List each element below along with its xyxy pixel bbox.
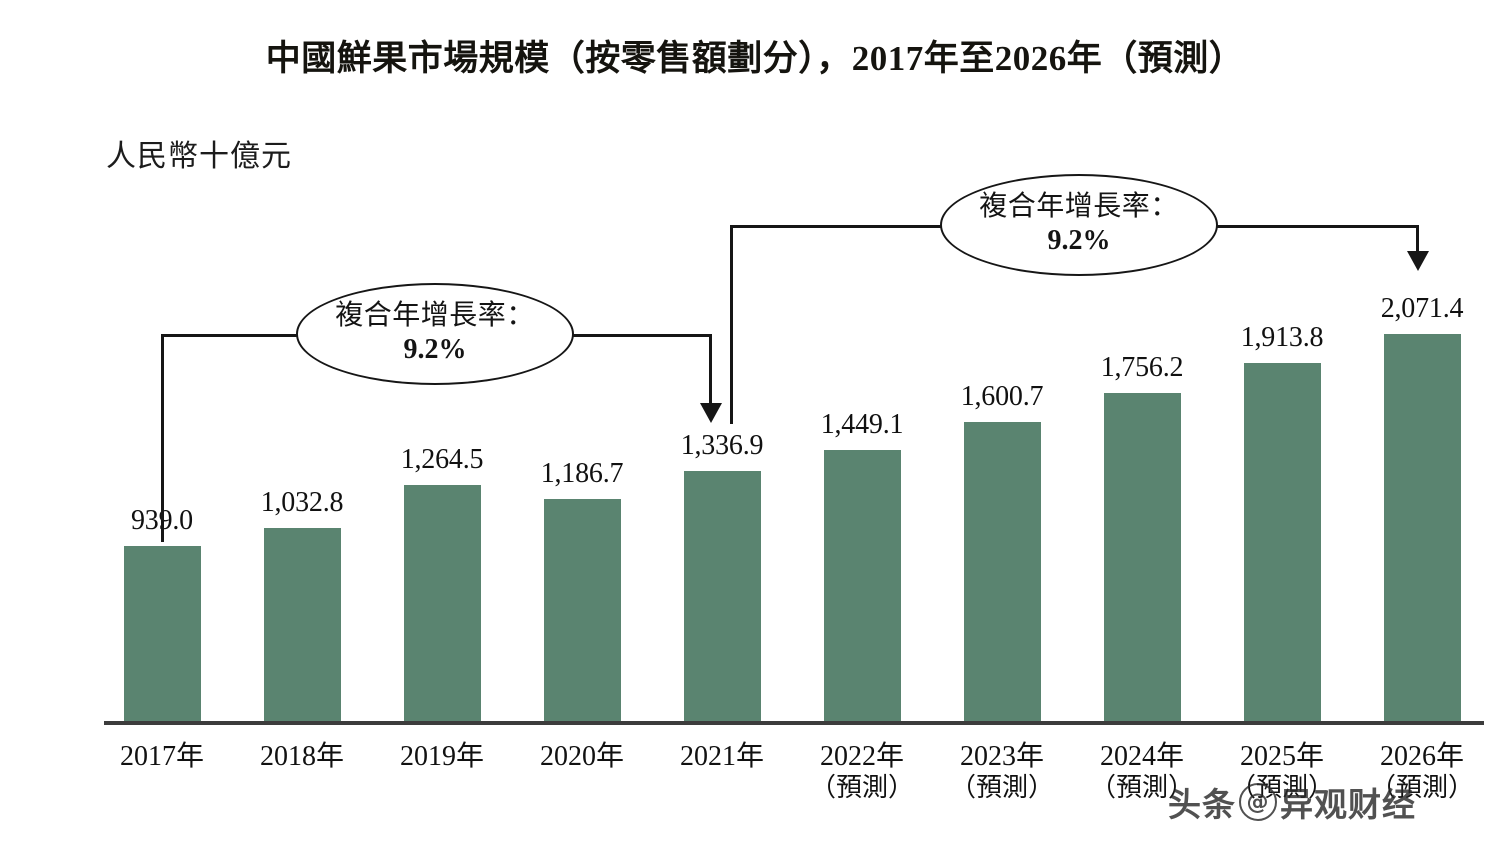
x-tick-label-text: 2021年 (679, 741, 764, 772)
cagr-annotation-2-value: 9.2% (1047, 224, 1111, 256)
x-tick-label-text: 2024年 (1099, 741, 1184, 772)
x-tick-forecast-text: （預測） (809, 773, 914, 803)
x-tick-2026: 2026年 （預測） (1352, 740, 1492, 804)
bar-value-label-2020: 1,186.7 (540, 458, 624, 489)
x-tick-2022: 2022年 （預測） (792, 740, 932, 804)
cagr-annotation-1-value: 9.2% (403, 333, 467, 365)
x-tick-forecast-text: （預測） (1089, 773, 1194, 803)
bar-value-label-2023: 1,600.7 (960, 381, 1044, 412)
x-tick-2017: 2017年 (92, 740, 232, 773)
bar-2018 (264, 528, 341, 721)
cagr-2-left-arm (730, 225, 945, 228)
bar-2022 (824, 450, 901, 721)
bar-value-label-2019: 1,264.5 (400, 444, 484, 475)
x-tick-forecast-text: （預測） (1369, 773, 1474, 803)
bar-2020 (544, 499, 621, 721)
x-axis-line (104, 721, 1484, 725)
cagr-2-right-stem (1416, 225, 1419, 255)
x-tick-2023: 2023年 （預測） (932, 740, 1072, 804)
watermark-suffix-text: 异观财经 (1280, 785, 1416, 824)
cagr-1-arrow-icon (700, 403, 722, 423)
cagr-2-arrow-icon (1407, 251, 1429, 271)
bar-2026 (1384, 334, 1461, 721)
x-tick-2024: 2024年 （預測） (1072, 740, 1212, 804)
cagr-annotation-1: 複合年增長率： 9.2% (296, 283, 574, 385)
watermark: 头条 @ 异观财经 (1168, 778, 1416, 826)
bar-2021 (684, 471, 761, 721)
bar-2017 (124, 546, 201, 721)
x-tick-label-text: 2020年 (539, 741, 624, 772)
at-sign-icon: @ (1239, 783, 1277, 821)
x-tick-label-text: 2022年 (819, 741, 904, 772)
cagr-annotation-2-label: 複合年增長率： (979, 191, 1179, 223)
x-tick-label-text: 2025年 (1239, 741, 1324, 772)
cagr-1-left-arm (161, 334, 301, 337)
x-tick-label-text: 2017年 (119, 741, 204, 772)
bar-2019 (404, 485, 481, 721)
bar-2025 (1244, 363, 1321, 721)
cagr-annotation-2: 複合年增長率： 9.2% (940, 174, 1218, 276)
x-tick-label-text: 2018年 (259, 741, 344, 772)
bar-value-label-2025: 1,913.8 (1240, 322, 1324, 353)
bar-2023 (964, 422, 1041, 721)
cagr-annotation-1-label: 複合年增長率： (335, 300, 535, 332)
bar-value-label-2022: 1,449.1 (820, 409, 904, 440)
page-title: 中國鮮果市場規模（按零售額劃分），2017年至2026年（預測） (265, 39, 1245, 78)
x-tick-2021: 2021年 (652, 740, 792, 773)
cagr-2-left-stem (730, 225, 733, 424)
bar-value-label-2026: 2,071.4 (1380, 293, 1464, 324)
bar-value-label-2018: 1,032.8 (260, 487, 344, 518)
bar-value-label-2021: 1,336.9 (680, 430, 764, 461)
cagr-1-right-stem (709, 334, 712, 407)
x-tick-forecast-text: （預測） (949, 773, 1054, 803)
x-tick-2020: 2020年 (512, 740, 652, 773)
x-tick-label-text: 2023年 (959, 741, 1044, 772)
x-tick-label-text: 2019年 (399, 741, 484, 772)
bar-value-label-2024: 1,756.2 (1100, 352, 1184, 383)
cagr-1-right-arm (570, 334, 712, 337)
x-tick-2019: 2019年 (372, 740, 512, 773)
bar-2024 (1104, 393, 1181, 721)
x-tick-2018: 2018年 (232, 740, 372, 773)
watermark-prefix-text: 头条 (1168, 785, 1236, 824)
x-tick-label-text: 2026年 (1379, 741, 1464, 772)
y-axis-unit-label: 人民幣十億元 (106, 140, 292, 173)
cagr-2-right-arm (1212, 225, 1419, 228)
cagr-1-left-stem (161, 334, 164, 542)
